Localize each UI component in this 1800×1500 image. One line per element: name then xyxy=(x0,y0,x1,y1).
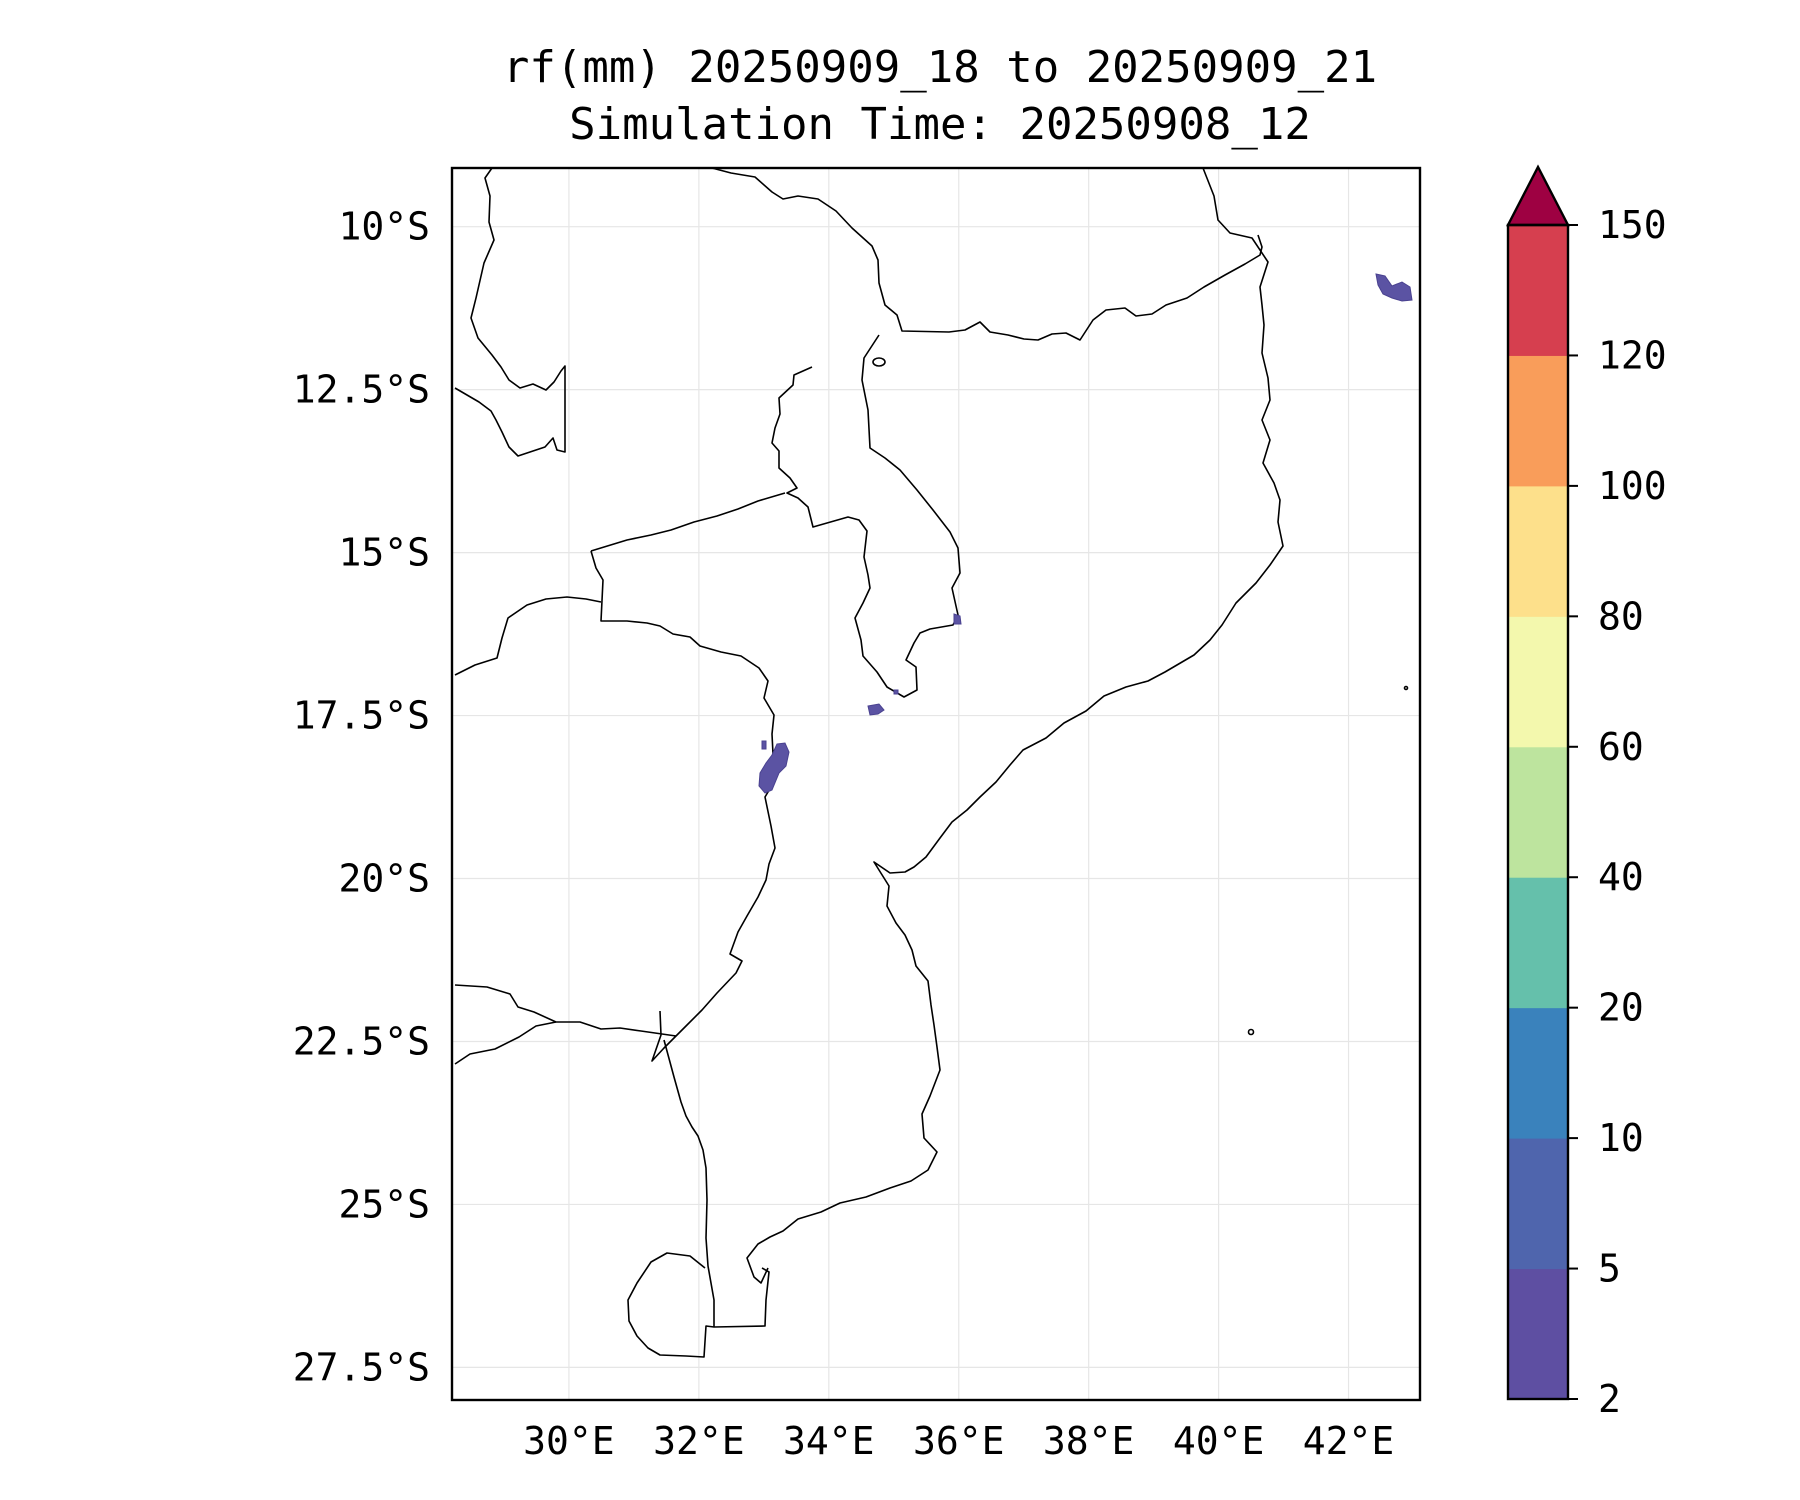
lon-tick-label: 34°E xyxy=(783,1419,875,1463)
colorbar-frame xyxy=(1506,223,1570,1401)
rain-area-border-small xyxy=(761,740,767,750)
colorbar-segment xyxy=(1508,746,1568,878)
colorbar-segment xyxy=(1508,1007,1568,1139)
lon-tick-label: 38°E xyxy=(1043,1419,1135,1463)
rain-area-central-mozambique-small xyxy=(893,689,899,695)
lon-tick-label: 42°E xyxy=(1303,1419,1395,1463)
lat-tick-label: 10°S xyxy=(338,205,430,249)
lat-tick-label: 25°S xyxy=(338,1182,430,1226)
lat-tick-label: 27.5°S xyxy=(293,1345,430,1389)
lat-tick-labels: 10°S 12.5°S 15°S 17.5°S 20°S 22.5°S 25°S 27.5°S xyxy=(293,205,430,1390)
island-outline xyxy=(872,357,886,367)
colorbar-segment xyxy=(1508,485,1568,617)
colorbar-segment xyxy=(1508,877,1568,1009)
border-line xyxy=(454,596,602,676)
island-outline xyxy=(1403,685,1409,691)
lon-tick-label: 40°E xyxy=(1173,1419,1265,1463)
colorbar-tick-label: 150 xyxy=(1598,203,1667,247)
colorbar-segment xyxy=(1508,355,1568,487)
lat-tick-label: 22.5°S xyxy=(293,1019,430,1063)
lon-tick-label: 36°E xyxy=(913,1419,1005,1463)
lon-tick-label: 32°E xyxy=(653,1419,745,1463)
colorbar-segment xyxy=(1508,1268,1568,1400)
lat-tick-label: 20°S xyxy=(338,857,430,901)
colorbar-segments xyxy=(1508,225,1568,1400)
colorbar-tick-label: 40 xyxy=(1598,855,1644,899)
colorbar: 2 5 10 20 40 60 80 100 120 150 xyxy=(1506,164,1667,1421)
eswatini-border xyxy=(627,1252,770,1358)
colorbar-segment xyxy=(1508,225,1568,356)
country-borders xyxy=(454,167,1409,1358)
colorbar-segment xyxy=(1508,1138,1568,1270)
border-line xyxy=(711,167,1263,341)
colorbar-extend-arrow xyxy=(1506,164,1570,227)
rain-area-central-mozambique xyxy=(867,703,885,716)
rain-area-lake-malawi-south xyxy=(953,613,962,625)
lat-tick-label: 12.5°S xyxy=(293,368,430,412)
rain-area-northeast xyxy=(1375,273,1413,302)
rainfall-field xyxy=(758,273,1413,794)
title-line-2: Simulation Time: 20250908_12 xyxy=(569,99,1311,150)
lon-tick-label: 30°E xyxy=(523,1419,615,1463)
island-outline xyxy=(1247,1028,1255,1036)
rain-area-border xyxy=(758,742,790,794)
border-line xyxy=(454,167,566,457)
coastline xyxy=(746,167,1284,1284)
border-line xyxy=(663,1039,715,1327)
colorbar-segment xyxy=(1508,616,1568,748)
border-line xyxy=(590,550,776,1062)
map-panel: 30°E 32°E 34°E 36°E 38°E 40°E 42°E 10°S12.5°S1… xyxy=(293,166,1422,1463)
title-line-1: rf(mm) 20250909_18 to 20250909_21 xyxy=(503,42,1377,93)
lat-tick-label: 15°S xyxy=(338,531,430,575)
gridlines xyxy=(452,168,1420,1400)
colorbar-tick-labels: 2 5 10 20 40 60 80 100 120 150 xyxy=(1568,203,1667,1421)
colorbar-tick-label: 80 xyxy=(1598,594,1644,638)
colorbar-tick-label: 60 xyxy=(1598,725,1644,769)
lat-tick-label: 17.5°S xyxy=(293,694,430,738)
colorbar-tick-label: 100 xyxy=(1598,464,1667,508)
colorbar-tick-label: 20 xyxy=(1598,986,1644,1030)
colorbar-tick-label: 120 xyxy=(1598,333,1667,377)
border-line xyxy=(454,1021,557,1065)
border-line xyxy=(590,492,786,552)
map-frame xyxy=(450,166,1422,1402)
border-line xyxy=(454,984,677,1037)
colorbar-tick-label: 2 xyxy=(1598,1377,1621,1421)
colorbar-tick-label: 5 xyxy=(1598,1247,1621,1291)
lake-malawi-shore xyxy=(771,334,961,698)
lon-tick-labels: 30°E 32°E 34°E 36°E 38°E 40°E 42°E xyxy=(523,1419,1394,1463)
colorbar-tick-label: 10 xyxy=(1598,1116,1644,1160)
